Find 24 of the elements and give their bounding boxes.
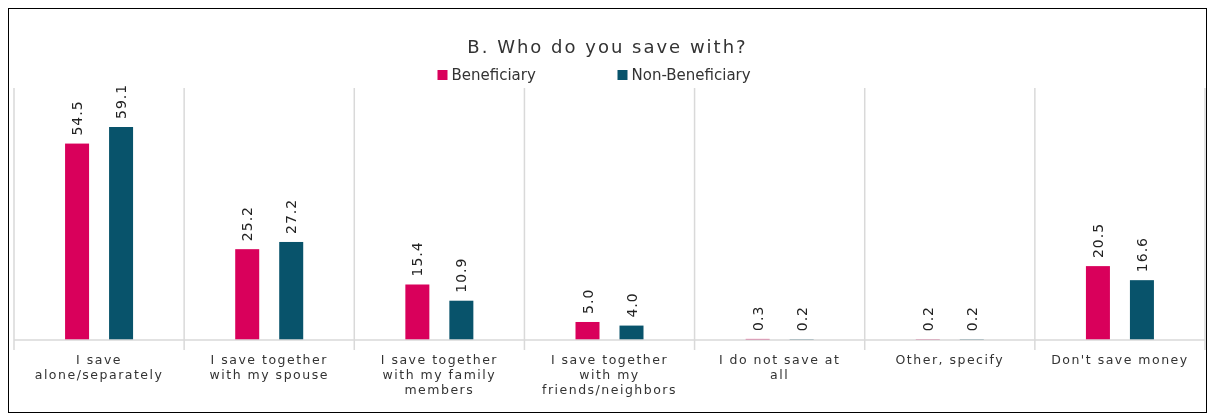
data-label: 10.9 <box>453 257 470 293</box>
data-label: 0.2 <box>793 306 810 332</box>
data-label: 0.3 <box>749 305 766 331</box>
data-label: 5.0 <box>579 288 596 314</box>
data-label: 27.2 <box>283 198 300 234</box>
x-tick-label: Don't save money <box>1051 352 1189 367</box>
data-label: 59.1 <box>113 83 130 119</box>
data-label: 4.0 <box>623 292 640 318</box>
data-label: 25.2 <box>239 206 256 242</box>
data-label: 20.5 <box>1089 222 1106 259</box>
x-tick-label: I do not save at all <box>718 352 841 382</box>
legend-label: Beneficiary <box>451 66 536 84</box>
x-tick-label: Other, specify <box>895 352 1005 367</box>
data-label: 0.2 <box>963 306 980 332</box>
x-tick-label: I save together with my spouse <box>209 352 329 382</box>
data-label: 15.4 <box>409 241 426 277</box>
data-label: 0.2 <box>919 306 936 332</box>
x-tick-label: I save together with my family members <box>380 352 498 397</box>
data-label: 16.6 <box>1133 237 1150 273</box>
chart-title: B. Who do you save with? <box>467 36 748 57</box>
x-tick-label: I save alone/separately <box>34 352 164 382</box>
legend-label: Non-Beneficiary <box>631 66 751 84</box>
x-tick-label: I save together with my friends/neighbors <box>542 352 677 397</box>
data-label: 54.5 <box>69 100 86 136</box>
